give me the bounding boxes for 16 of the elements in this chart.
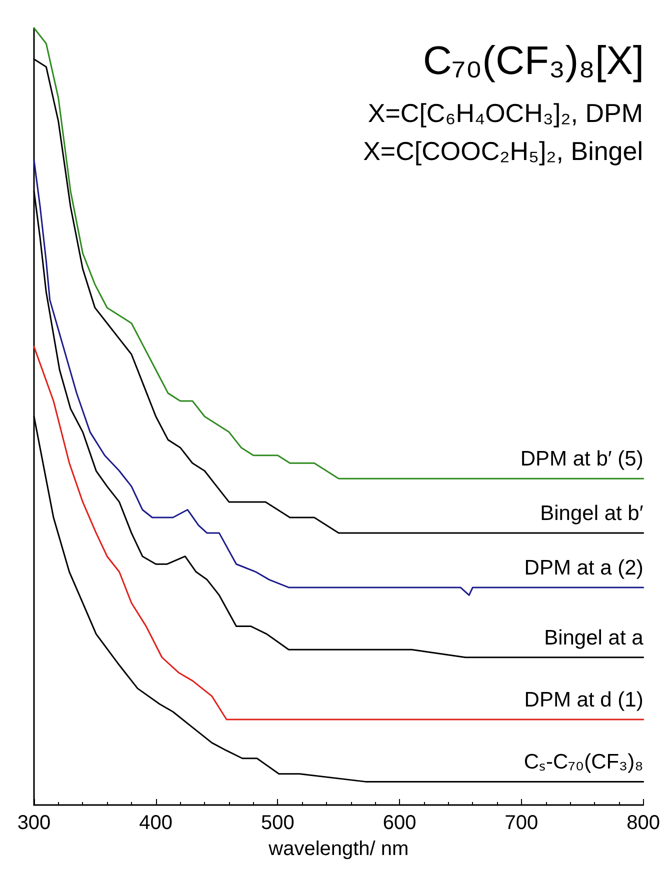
series-label: Cₛ-C₇₀(CF₃)₈ bbox=[524, 750, 644, 774]
x-axis-title: wavelength/ nm bbox=[268, 838, 409, 860]
annotation: X=C[COOC₂H₅]₂, Bingel bbox=[363, 136, 643, 166]
x-tick-label: 800 bbox=[626, 812, 660, 834]
x-tick-label: 300 bbox=[17, 812, 51, 834]
annotation: X=C[C₆H₄OCH₃]₂, DPM bbox=[368, 98, 643, 128]
x-tick-label: 600 bbox=[382, 812, 416, 834]
x-tick-label: 700 bbox=[504, 812, 538, 834]
series-label: Bingel at a bbox=[544, 626, 644, 650]
x-tick-label: 500 bbox=[261, 812, 294, 834]
series-label: DPM at b′ (5) bbox=[520, 448, 644, 471]
chart-title: C₇₀(CF₃)₈[X] bbox=[423, 39, 644, 83]
series-label: DPM at d (1) bbox=[524, 688, 644, 712]
series-label: Bingel at b′ bbox=[540, 502, 644, 526]
series-label: DPM at a (2) bbox=[524, 556, 644, 580]
x-tick-label: 400 bbox=[139, 812, 173, 834]
